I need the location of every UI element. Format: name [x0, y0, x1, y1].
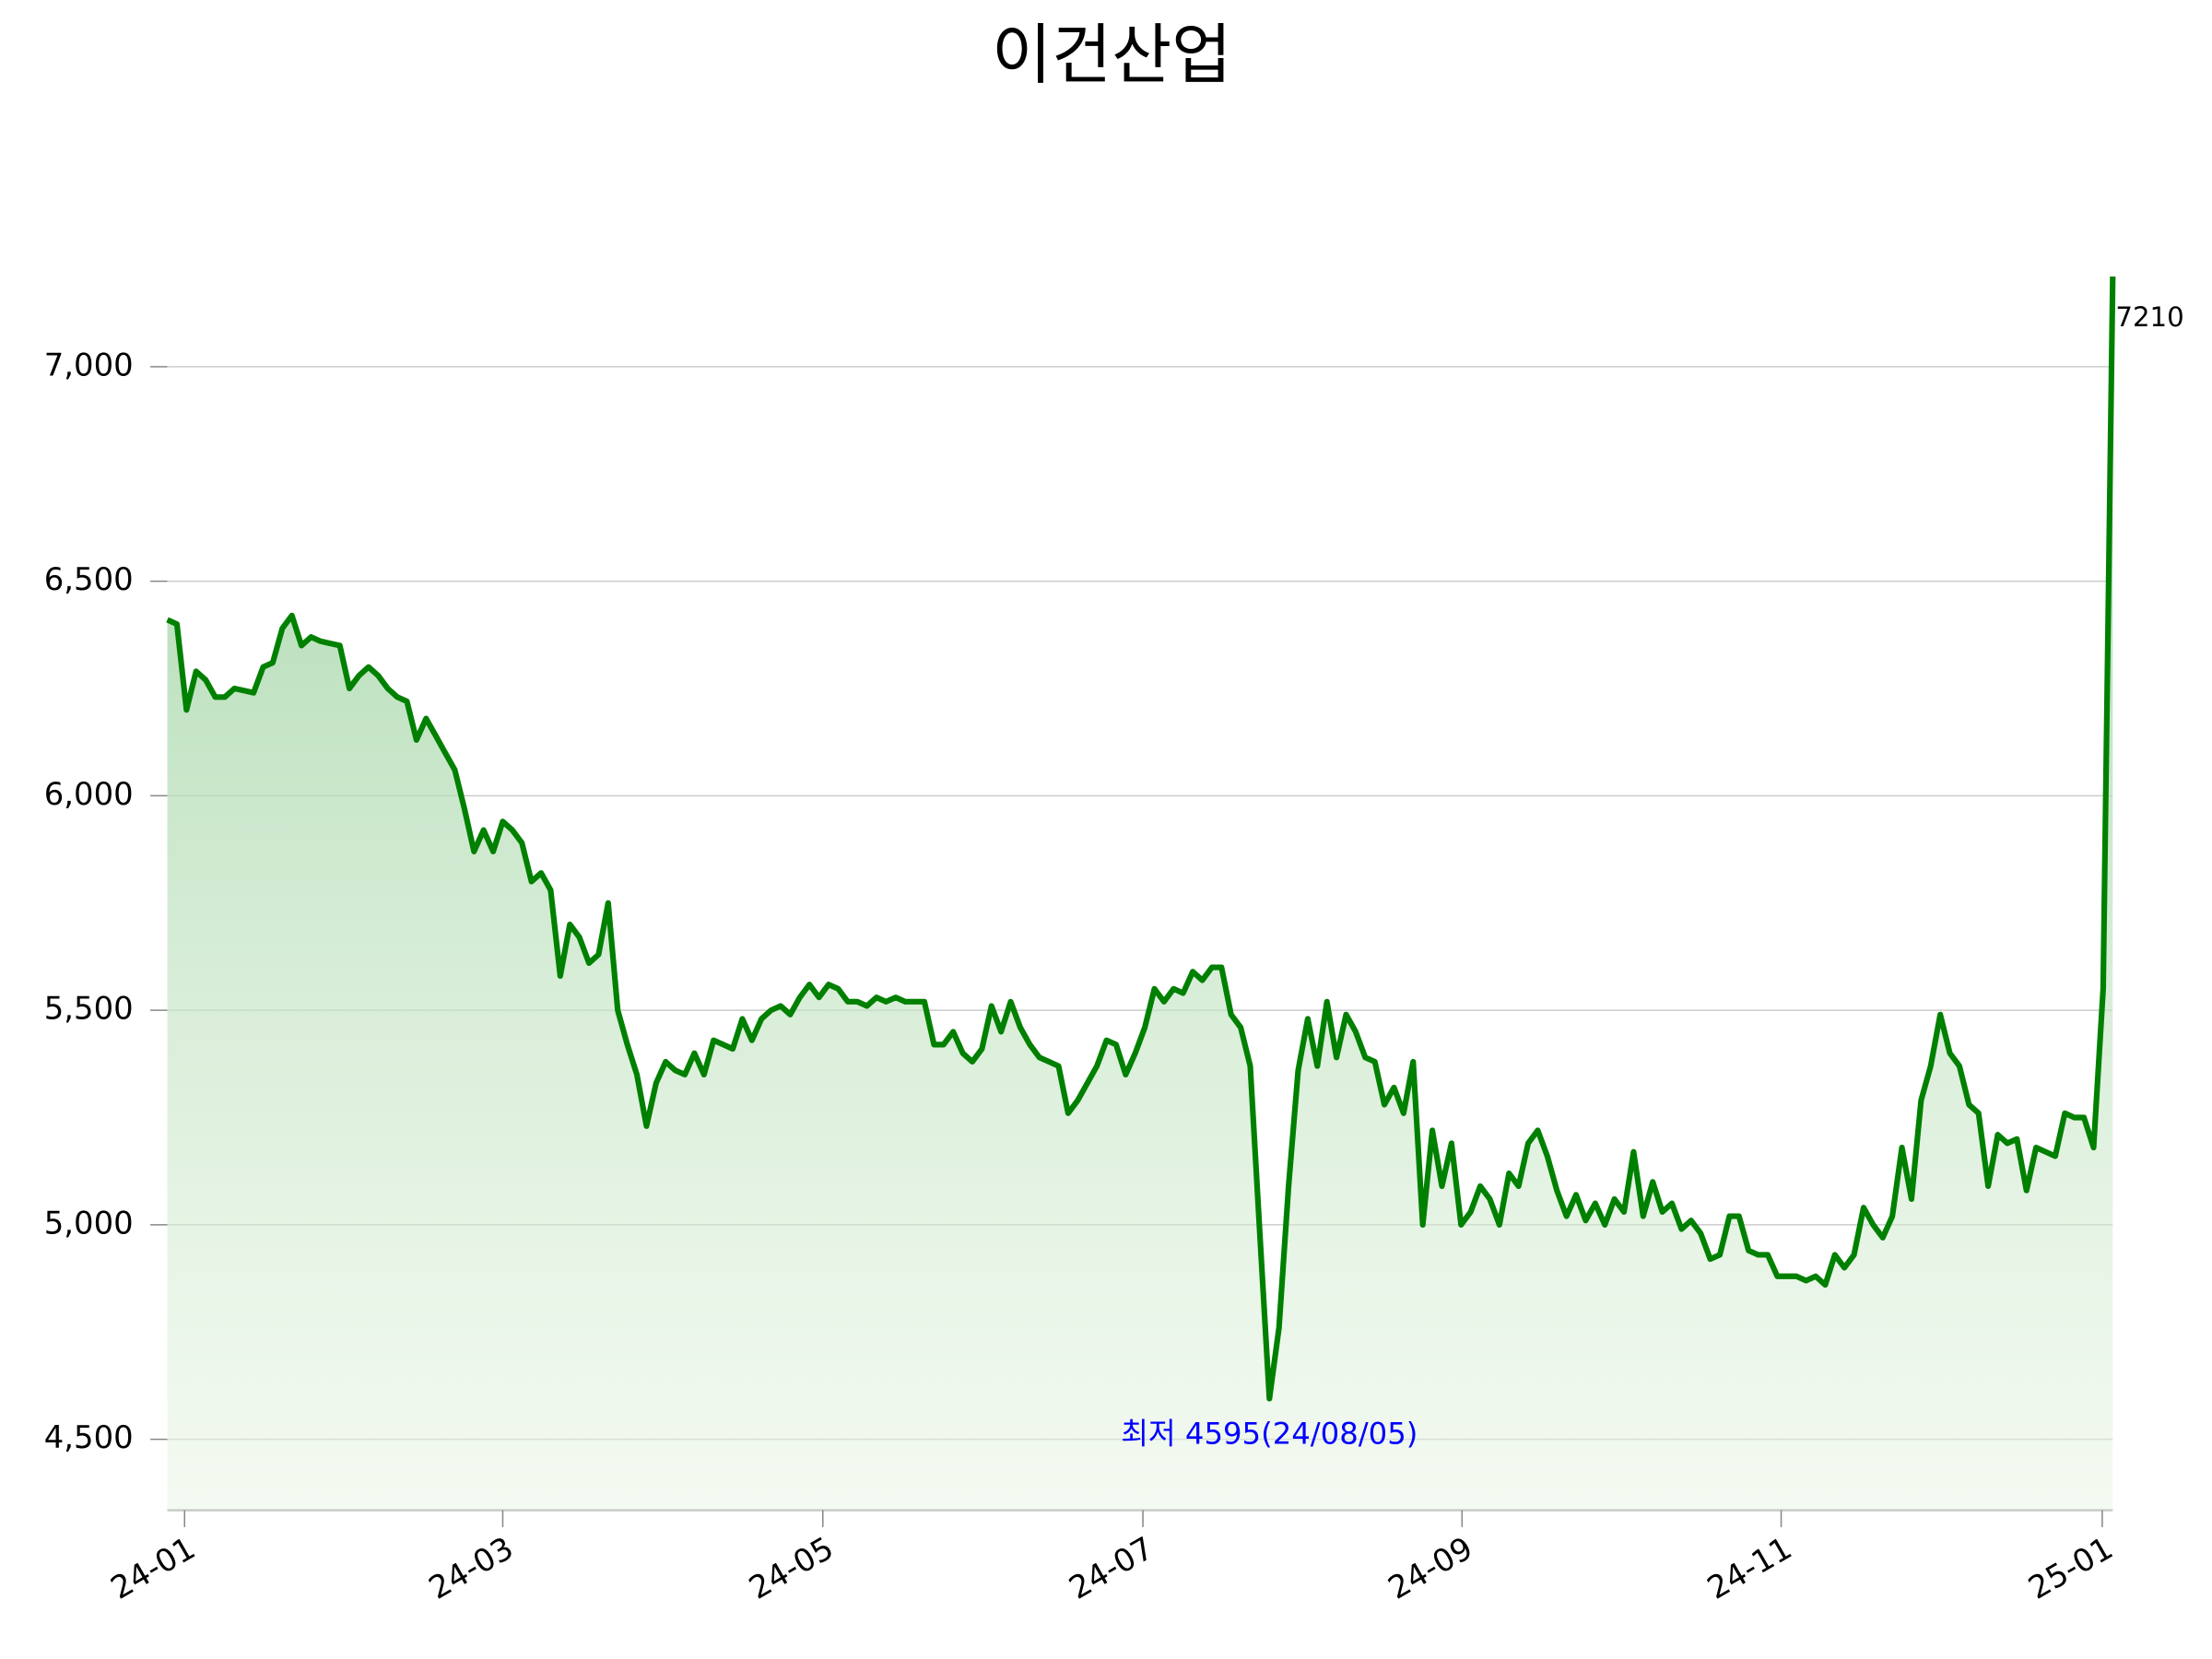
x-tick-label: 24-07 [1063, 1530, 1159, 1606]
price-line [166, 276, 2116, 1402]
x-tick-label: 24-05 [743, 1530, 840, 1606]
y-tick-label: 7,000 [44, 347, 134, 382]
last-value-label: 7210 [2115, 301, 2183, 333]
x-tick-label: 24-09 [1382, 1530, 1479, 1606]
y-tick-label: 4,500 [44, 1419, 134, 1455]
chart-title: 이건산업 [992, 17, 1231, 93]
min-annotation: 최저 4595(24/08/05) [1121, 1416, 1418, 1451]
x-tick-label: 24-01 [105, 1530, 202, 1606]
x-tick-label: 24-11 [1701, 1530, 1798, 1606]
area-fill [167, 276, 2113, 1511]
y-tick-label: 6,500 [44, 561, 134, 597]
y-tick-label: 5,000 [44, 1205, 134, 1241]
x-tick-label: 25-01 [2022, 1530, 2119, 1606]
x-tick-label: 24-03 [423, 1530, 520, 1606]
y-tick-label: 5,500 [44, 991, 134, 1027]
y-tick-label: 6,000 [44, 776, 134, 812]
